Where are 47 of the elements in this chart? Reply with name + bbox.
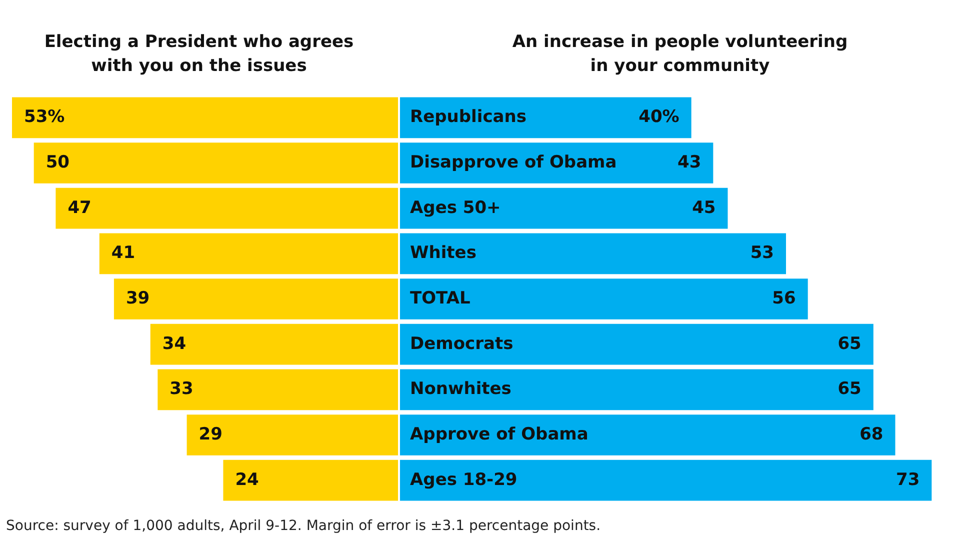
- y-tick-label: Approve of Obama: [410, 424, 588, 444]
- bar: [400, 278, 808, 320]
- y-tick-label: Republicans: [410, 107, 526, 128]
- data-label: 41: [111, 243, 136, 264]
- bar: [400, 369, 874, 410]
- data-label: 45: [692, 198, 716, 218]
- data-label: 43: [678, 152, 702, 172]
- y-tick-label: Ages 18-29: [410, 470, 518, 490]
- source-note: Source: survey of 1,000 adults, April 9-12. Margin of error is ±3.1 percentage points.: [6, 518, 602, 534]
- y-tick-label: Ages 50+: [410, 198, 501, 218]
- data-label: 39: [126, 288, 150, 308]
- bar: [56, 188, 398, 229]
- data-label: 65: [838, 334, 862, 354]
- bar: [12, 97, 398, 138]
- bar: [158, 369, 398, 410]
- bar: [400, 233, 786, 274]
- data-label: 53: [750, 243, 774, 264]
- y-tick-label: Nonwhites: [410, 379, 512, 400]
- y-tick-label: Disapprove of Obama: [410, 152, 617, 172]
- data-label: 73: [896, 470, 920, 490]
- data-label: 24: [235, 470, 260, 490]
- bar: [400, 460, 932, 501]
- y-tick-label: TOTAL: [410, 288, 470, 308]
- data-label: 50: [46, 152, 70, 172]
- data-label: 68: [860, 424, 884, 444]
- bar: [400, 324, 874, 365]
- data-label: 29: [198, 424, 222, 444]
- bar: [186, 414, 398, 456]
- data-label: 47: [68, 198, 92, 218]
- data-label: 40%: [638, 107, 680, 128]
- bar: [34, 142, 398, 184]
- bar: [99, 233, 398, 274]
- data-label: 53%: [24, 107, 65, 128]
- data-label: 65: [838, 379, 862, 400]
- chart-title: An increase in people volunteering in your community: [511, 31, 849, 78]
- bar: [400, 188, 728, 229]
- chart-title: Electing a President who agrees with you on the issues: [43, 31, 355, 78]
- data-label: 56: [772, 288, 796, 308]
- bar: [400, 414, 896, 456]
- data-label: 34: [162, 334, 186, 354]
- bar: [150, 324, 398, 365]
- y-tick-label: Democrats: [410, 334, 514, 354]
- data-label: 33: [170, 379, 194, 400]
- bar: [400, 97, 692, 138]
- bar: [114, 278, 398, 320]
- y-tick-label: Whites: [410, 243, 476, 264]
- bar: [223, 460, 398, 501]
